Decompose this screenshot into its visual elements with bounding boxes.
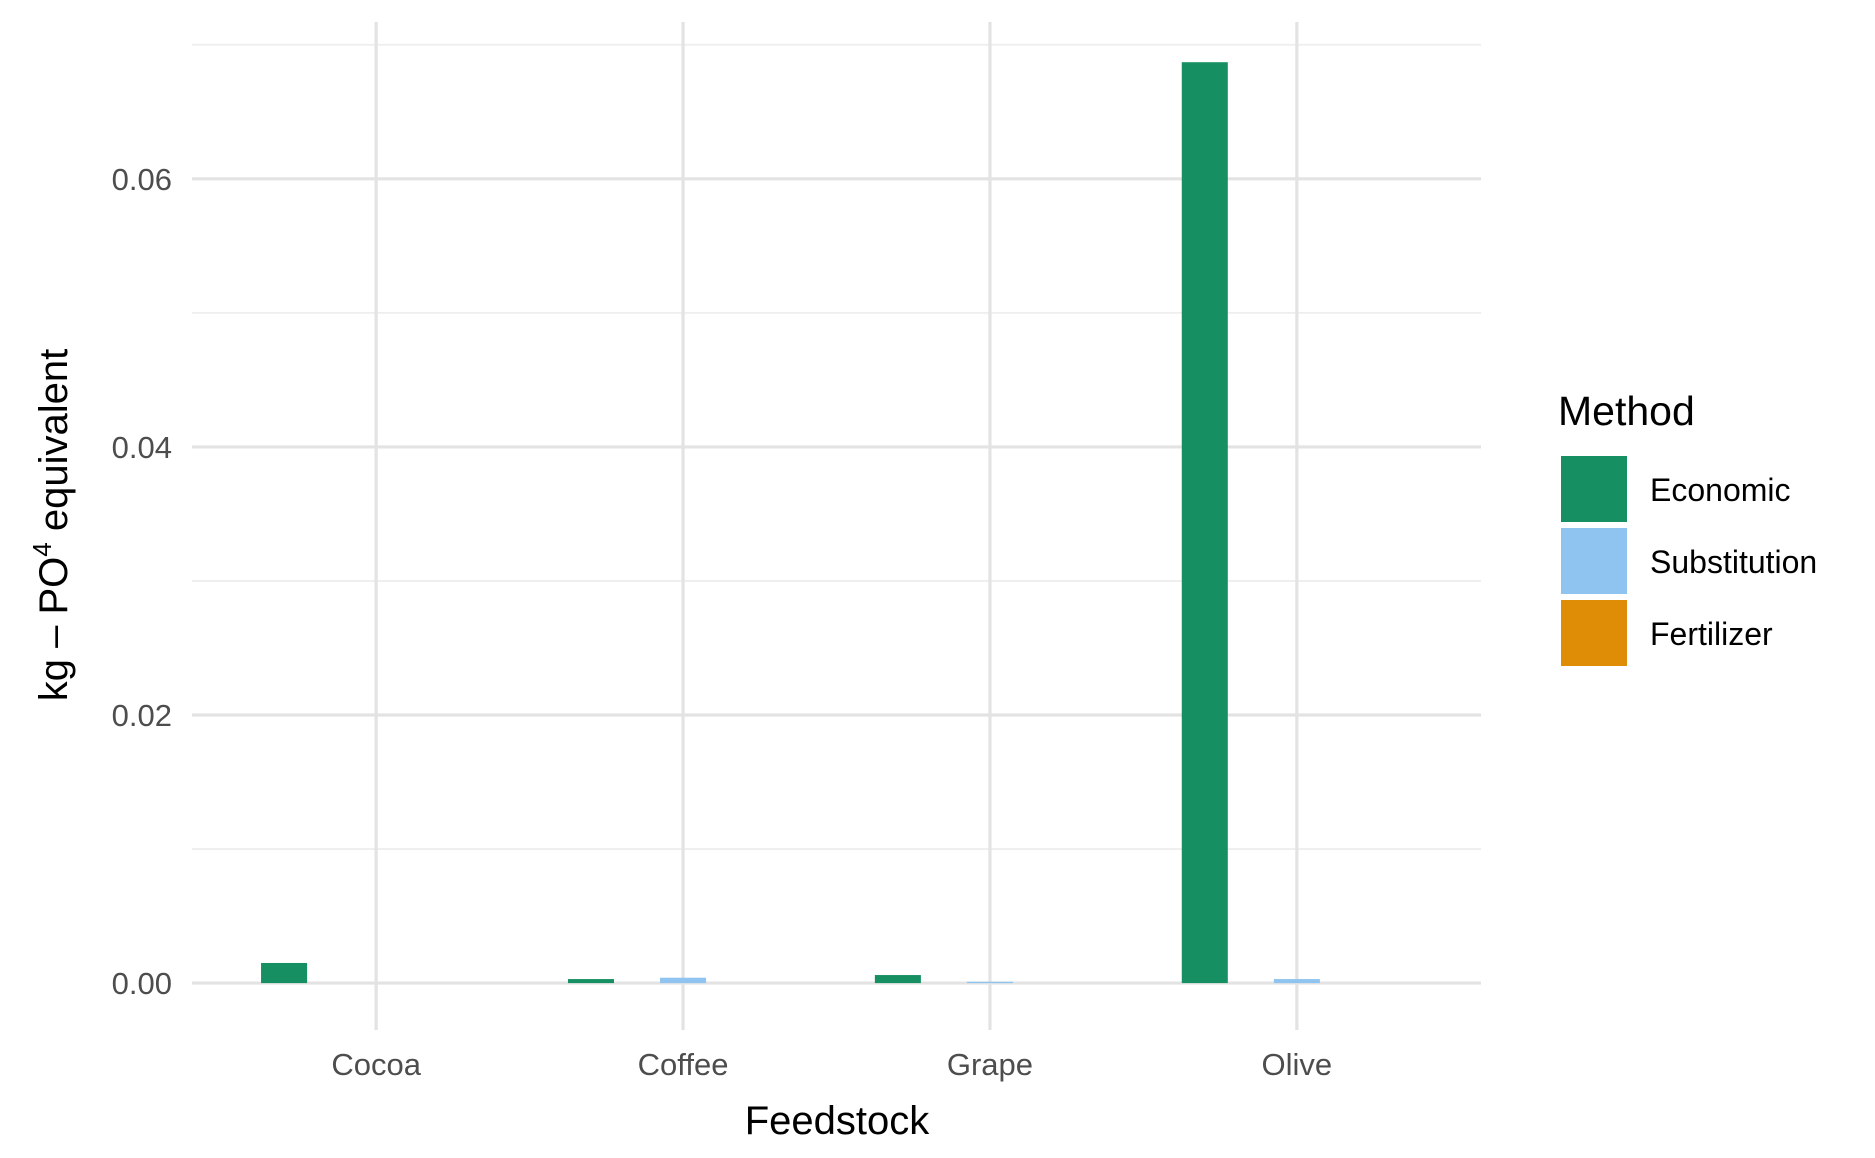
legend-key-fertilizer xyxy=(1561,600,1627,666)
grid-layer xyxy=(192,22,1481,1030)
legend-key-substitution xyxy=(1561,528,1627,594)
bar-substitution-grape xyxy=(966,981,1013,984)
legend-key-economic xyxy=(1561,456,1627,522)
x-tick-label: Cocoa xyxy=(331,1047,421,1082)
y-tick-label: 0.04 xyxy=(112,430,172,465)
bar-substitution-coffee xyxy=(660,977,707,984)
legend-label-fertilizer: Fertilizer xyxy=(1650,616,1773,652)
x-tick-label: Coffee xyxy=(638,1047,729,1082)
y-axis-ticks: 0.00 0.02 0.04 0.06 xyxy=(112,162,172,1001)
bar-economic-olive xyxy=(1181,62,1228,984)
bar-substitution-olive xyxy=(1273,979,1320,984)
x-axis-ticks: Cocoa Coffee Grape Olive xyxy=(331,1047,1332,1082)
y-tick-label: 0.00 xyxy=(112,966,172,1001)
y-axis-title-suffix: equivalent xyxy=(32,349,76,542)
bar-economic-coffee xyxy=(567,979,614,984)
bar-economic-cocoa xyxy=(261,962,308,984)
x-axis-title: Feedstock xyxy=(745,1099,931,1143)
x-tick-label: Grape xyxy=(947,1047,1033,1082)
legend-label-substitution: Substitution xyxy=(1650,544,1817,580)
y-axis-title-superscript: 4 xyxy=(27,542,57,556)
y-axis-title: kg – PO4 equivalent xyxy=(27,349,76,701)
x-tick-label: Olive xyxy=(1262,1047,1333,1082)
y-axis-title-prefix: kg – PO xyxy=(32,557,76,702)
legend-title: Method xyxy=(1558,388,1695,434)
y-tick-label: 0.02 xyxy=(112,698,172,733)
y-tick-label: 0.06 xyxy=(112,162,172,197)
bar-layer xyxy=(261,62,1320,984)
legend-label-economic: Economic xyxy=(1650,472,1791,508)
legend: Method Economic Substitution Fertilizer xyxy=(1558,388,1817,666)
bar-economic-grape xyxy=(874,975,921,984)
